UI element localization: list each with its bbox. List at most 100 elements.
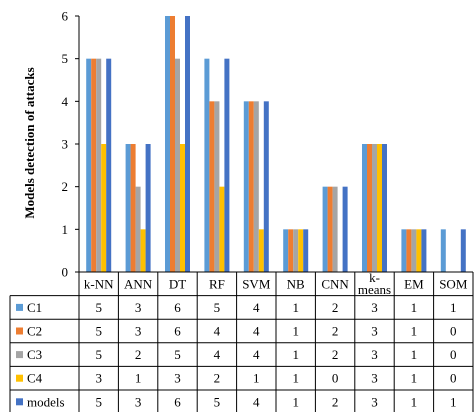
table-cell-value: 1 bbox=[292, 394, 299, 409]
table-cell-value: 3 bbox=[371, 347, 378, 362]
table-cell-value: 4 bbox=[214, 347, 221, 362]
table-cell-value: 5 bbox=[95, 324, 102, 339]
bar-c3-rf bbox=[214, 101, 220, 272]
y-tick-label: 2 bbox=[62, 179, 69, 194]
legend-swatch-c2 bbox=[16, 327, 23, 335]
y-tick-label: 0 bbox=[62, 265, 69, 280]
bar-c3-ann bbox=[135, 186, 141, 272]
category-label: SOM bbox=[439, 276, 468, 291]
bar-c2-rf bbox=[209, 101, 215, 272]
data-table: k-NN ANN DT RF SVM NB CNN k-means EM SOM C1 5 3 6 5 4 1 2… bbox=[9, 270, 474, 412]
table-cell-value: 0 bbox=[450, 347, 457, 362]
y-tick-label: 3 bbox=[62, 137, 69, 152]
table-cell-value: 1 bbox=[253, 371, 260, 386]
table-cell-value: 5 bbox=[95, 347, 102, 362]
bar-c1-svm bbox=[243, 101, 249, 272]
bar-c3-em bbox=[411, 229, 417, 272]
bar-c1-k-means bbox=[362, 144, 367, 272]
table-cell-value: 5 bbox=[95, 300, 102, 315]
bar-c4-ann bbox=[140, 229, 146, 272]
table-cell-value: 0 bbox=[450, 324, 457, 339]
table-cell-value: 2 bbox=[214, 371, 221, 386]
bar-c3-svm bbox=[253, 101, 259, 272]
legend-swatch-models bbox=[16, 398, 23, 406]
y-tick-label: 5 bbox=[62, 51, 69, 66]
table-cell-value: 1 bbox=[292, 347, 299, 362]
bar-c2-ann bbox=[130, 144, 136, 272]
bar-c4-rf bbox=[219, 186, 225, 272]
legend-label-c3: C3 bbox=[27, 347, 42, 362]
legend-label-c4: C4 bbox=[27, 371, 43, 386]
bar-models-svm bbox=[263, 101, 269, 272]
table-cell-value: 1 bbox=[135, 371, 142, 386]
bar-c4-nb bbox=[298, 229, 304, 272]
table-cell-value: 1 bbox=[411, 347, 418, 362]
bar-models-som bbox=[460, 229, 466, 272]
table-cell-value: 2 bbox=[332, 324, 339, 339]
table-cell-value: 1 bbox=[411, 300, 418, 315]
bar-c1-k-nn bbox=[86, 58, 92, 272]
table-cell-value: 5 bbox=[95, 394, 102, 409]
category-label: k-NN bbox=[84, 276, 114, 291]
bar-c4-svm bbox=[258, 229, 264, 272]
table-cell-value: 5 bbox=[214, 300, 221, 315]
bars-layer bbox=[86, 16, 466, 272]
table-cell-value: 3 bbox=[371, 324, 378, 339]
bar-c3-k-means bbox=[372, 144, 377, 272]
table-cell-value: 3 bbox=[371, 394, 378, 409]
category-label: ANN bbox=[124, 276, 153, 291]
table-cell-value: 5 bbox=[214, 394, 221, 409]
legend-swatch-c1 bbox=[16, 303, 23, 311]
table-cell-value: 1 bbox=[292, 371, 299, 386]
category-label: k-means bbox=[358, 270, 391, 297]
table-cell-value: 1 bbox=[292, 324, 299, 339]
bar-c2-svm bbox=[248, 101, 254, 272]
table-cell-value: 3 bbox=[371, 371, 378, 386]
bar-models-rf bbox=[224, 58, 230, 272]
table-cell-value: 4 bbox=[253, 347, 260, 362]
legend-swatch-c4 bbox=[16, 374, 23, 382]
bar-c3-k-nn bbox=[96, 58, 102, 272]
table-cell-value: 6 bbox=[174, 394, 181, 409]
bar-c4-k-means bbox=[377, 144, 382, 272]
category-label: EM bbox=[404, 276, 424, 291]
table-cell-value: 4 bbox=[253, 300, 260, 315]
table-cell-value: 3 bbox=[135, 324, 142, 339]
bar-c4-dt bbox=[180, 144, 185, 272]
category-label: RF bbox=[209, 276, 225, 291]
table-cell-value: 3 bbox=[174, 371, 181, 386]
bar-c1-som bbox=[440, 229, 446, 272]
table-cell-value: 3 bbox=[135, 394, 142, 409]
bar-c1-dt bbox=[165, 16, 170, 272]
bar-models-cnn bbox=[342, 186, 348, 272]
table-cell-value: 6 bbox=[174, 300, 181, 315]
table-cell-value: 4 bbox=[253, 324, 260, 339]
y-tick-label: 1 bbox=[62, 222, 69, 237]
legend-label-c2: C2 bbox=[27, 324, 42, 339]
bar-c3-nb bbox=[293, 229, 299, 272]
bar-c4-em bbox=[416, 229, 422, 272]
table-cell-value: 3 bbox=[371, 300, 378, 315]
bar-c4-k-nn bbox=[101, 144, 107, 272]
table-cell-value: 5 bbox=[174, 347, 181, 362]
bar-c2-em bbox=[406, 229, 412, 272]
table-cell-value: 3 bbox=[135, 300, 142, 315]
table-cell-value: 1 bbox=[450, 394, 457, 409]
bar-c2-nb bbox=[288, 229, 294, 272]
bar-c1-em bbox=[401, 229, 407, 272]
legend-label-models: models bbox=[27, 394, 65, 409]
table-cell-value: 2 bbox=[332, 347, 339, 362]
table-cell-value: 1 bbox=[411, 394, 418, 409]
bar-c2-k-means bbox=[367, 144, 372, 272]
table-cell-value: 2 bbox=[332, 394, 339, 409]
bar-models-k-means bbox=[382, 144, 387, 272]
category-label: NB bbox=[287, 276, 305, 291]
bar-models-em bbox=[421, 229, 427, 272]
bar-models-k-nn bbox=[106, 58, 112, 272]
bar-c1-ann bbox=[125, 144, 131, 272]
table-cell-value: 4 bbox=[214, 324, 221, 339]
category-label: DT bbox=[169, 276, 186, 291]
bar-c2-cnn bbox=[327, 186, 333, 272]
bar-c1-cnn bbox=[322, 186, 328, 272]
